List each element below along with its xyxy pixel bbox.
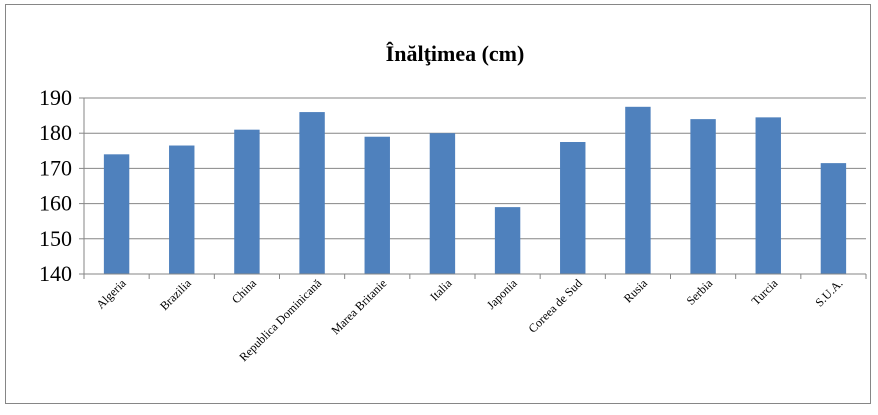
- y-axis-ticks: 140 150 160 170 180 190: [39, 85, 72, 286]
- x-tick-label: China: [229, 276, 260, 307]
- chart-title: Înălţimea (cm): [386, 41, 525, 66]
- x-tick-label: Marea Britanie: [328, 276, 389, 337]
- bar: [625, 106, 651, 274]
- y-tick-label: 150: [39, 226, 72, 251]
- y-tick-label: 160: [39, 191, 72, 216]
- y-tick-label: 190: [39, 85, 72, 110]
- x-tick-label: Coreea de Sud: [525, 276, 584, 335]
- bar: [364, 136, 390, 274]
- axes: [79, 97, 867, 279]
- bar: [820, 163, 847, 274]
- bar: [234, 129, 260, 274]
- bar: [560, 142, 586, 274]
- x-tick-label: S.U.A.: [812, 276, 845, 309]
- x-tick-label: Serbia: [684, 276, 716, 308]
- bar: [299, 112, 325, 274]
- x-tick-label: Algeria: [93, 276, 129, 312]
- x-tick-label: Turcia: [749, 276, 781, 308]
- x-tick-label: Rusia: [621, 276, 651, 306]
- bar: [103, 154, 130, 274]
- bar: [690, 119, 716, 275]
- x-tick-label: Brazilia: [157, 276, 194, 313]
- bar-chart: Înălţimea (cm) 140 150 160 170 180 190 Algeri…: [39, 41, 867, 364]
- y-tick-label: 170: [39, 155, 72, 180]
- chart-frame: Înălţimea (cm) 140 150 160 170 180 190 Algeri…: [5, 4, 871, 404]
- bars: [103, 106, 847, 275]
- gridlines: [84, 97, 866, 240]
- y-tick-label: 180: [39, 120, 72, 145]
- x-tick-label: Japonia: [484, 276, 520, 312]
- x-tick-label: Italia: [427, 276, 455, 304]
- bar: [755, 117, 781, 274]
- bar: [429, 133, 456, 274]
- y-tick-label: 140: [39, 261, 72, 286]
- bar: [169, 145, 195, 274]
- bar: [494, 207, 521, 274]
